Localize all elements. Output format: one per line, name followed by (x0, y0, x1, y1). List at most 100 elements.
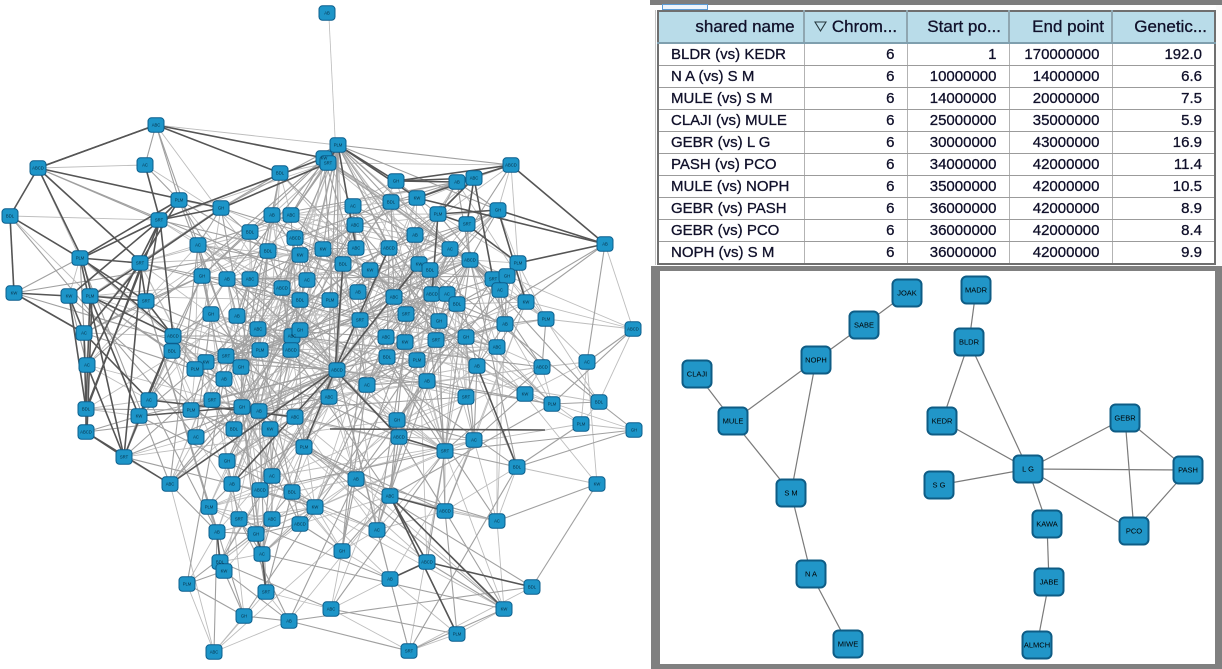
svg-text:BDL: BDL (288, 489, 297, 494)
svg-text:BDL: BDL (6, 213, 15, 218)
svg-text:AC: AC (497, 287, 503, 292)
svg-text:GH: GH (393, 178, 399, 183)
svg-text:GH: GH (504, 273, 510, 278)
svg-text:AC: AC (447, 246, 453, 251)
svg-text:AB: AB (229, 481, 235, 486)
svg-text:SRT: SRT (222, 353, 231, 358)
svg-text:S M: S M (784, 489, 797, 498)
svg-text:AB: AB (602, 241, 608, 246)
svg-text:AB: AB (234, 313, 240, 318)
svg-text:AC: AC (444, 291, 450, 296)
svg-text:ABC: ABC (352, 245, 361, 250)
svg-text:PLM: PLM (205, 504, 214, 509)
svg-text:GH: GH (436, 318, 442, 323)
svg-text:SRT: SRT (463, 221, 472, 226)
svg-text:SRT: SRT (405, 648, 414, 653)
svg-text:SRT: SRT (262, 589, 271, 594)
svg-text:ABC: ABC (210, 649, 219, 654)
svg-text:BDL: BDL (383, 354, 392, 359)
svg-text:PLM: PLM (191, 366, 200, 371)
svg-text:PLM: PLM (453, 631, 462, 636)
svg-text:SRT: SRT (441, 448, 450, 453)
svg-text:ABCD: ABCD (393, 434, 405, 439)
svg-text:PLM: PLM (434, 211, 443, 216)
svg-text:SRT: SRT (155, 217, 164, 222)
svg-text:KW: KW (136, 413, 143, 418)
svg-text:AC: AC (374, 527, 380, 532)
svg-text:AC: AC (84, 362, 90, 367)
svg-text:KW: KW (501, 606, 508, 611)
svg-text:ABC: ABC (268, 516, 277, 521)
svg-text:PLM: PLM (326, 297, 335, 302)
svg-text:AC: AC (81, 330, 87, 335)
svg-text:ABC: ABC (327, 606, 336, 611)
svg-text:ABCD: ABCD (536, 364, 548, 369)
svg-text:S G: S G (933, 481, 946, 490)
svg-text:ABCD: ABCD (294, 521, 306, 526)
svg-text:GH: GH (297, 327, 303, 332)
svg-text:GH: GH (208, 311, 214, 316)
svg-text:PLM: PLM (334, 142, 343, 147)
svg-text:AC: AC (471, 437, 477, 442)
svg-text:BDL: BDL (513, 464, 522, 469)
svg-text:ABCD: ABCD (439, 508, 451, 513)
svg-text:KEDR: KEDR (932, 417, 953, 426)
svg-text:ABC: ABC (390, 294, 399, 299)
svg-text:PLM: PLM (76, 255, 85, 260)
svg-text:AC: AC (350, 203, 356, 208)
svg-text:KW: KW (367, 267, 374, 272)
svg-text:BDL: BDL (276, 170, 285, 175)
svg-text:SABE: SABE (854, 321, 874, 330)
svg-text:PLM: PLM (577, 421, 586, 426)
svg-text:AB: AB (502, 321, 508, 326)
svg-text:GH: GH (463, 334, 469, 339)
svg-text:ABCD: ABCD (254, 487, 266, 492)
svg-text:PCO: PCO (1126, 527, 1142, 536)
svg-text:KW: KW (414, 195, 421, 200)
svg-text:AB: AB (286, 618, 292, 623)
svg-text:AB: AB (221, 376, 227, 381)
svg-text:BDL: BDL (595, 399, 604, 404)
svg-text:SRT: SRT (324, 160, 333, 165)
svg-text:ABC: ABC (493, 344, 502, 349)
svg-text:ABC: ABC (246, 276, 255, 281)
svg-text:BDL: BDL (296, 297, 305, 302)
svg-text:BDL: BDL (82, 406, 91, 411)
svg-text:NOPH: NOPH (805, 356, 827, 365)
svg-text:ABCD: ABCD (80, 429, 92, 434)
svg-text:GH: GH (253, 531, 259, 536)
svg-text:PLM: PLM (300, 444, 309, 449)
svg-text:AC: AC (193, 434, 199, 439)
svg-text:KW: KW (66, 293, 73, 298)
svg-text:BDL: BDL (168, 348, 177, 353)
svg-text:KW: KW (203, 359, 210, 364)
svg-text:GH: GH (631, 427, 637, 432)
svg-text:BDL: BDL (264, 248, 273, 253)
svg-text:ALMCH: ALMCH (1024, 641, 1050, 650)
svg-text:SRT: SRT (208, 397, 217, 402)
svg-text:MADR: MADR (965, 286, 988, 295)
svg-text:ABC: ABC (351, 222, 360, 227)
svg-text:PLM: PLM (187, 407, 196, 412)
svg-text:SRT: SRT (402, 311, 411, 316)
svg-text:KW: KW (594, 481, 601, 486)
svg-text:AC: AC (259, 551, 265, 556)
svg-text:ABC: ABC (152, 122, 161, 127)
svg-text:BDL: BDL (339, 261, 348, 266)
svg-text:SRT: SRT (432, 337, 441, 342)
svg-text:MIWE: MIWE (838, 640, 858, 649)
svg-text:ABC: ABC (325, 394, 334, 399)
svg-text:PLM: PLM (175, 197, 184, 202)
svg-text:AB: AB (424, 378, 430, 383)
svg-text:AB: AB (474, 363, 480, 368)
svg-text:AB: AB (454, 179, 460, 184)
svg-text:ABCD: ABCD (426, 291, 438, 296)
svg-text:ABC: ABC (166, 481, 175, 486)
svg-text:ABC: ABC (470, 175, 479, 180)
svg-text:AC: AC (584, 359, 590, 364)
svg-text:ABCD: ABCD (285, 347, 297, 352)
svg-text:AC: AC (269, 473, 275, 478)
svg-text:GH: GH (339, 548, 345, 553)
svg-text:BDL: BDL (387, 199, 396, 204)
svg-text:ABCD: ABCD (421, 559, 433, 564)
